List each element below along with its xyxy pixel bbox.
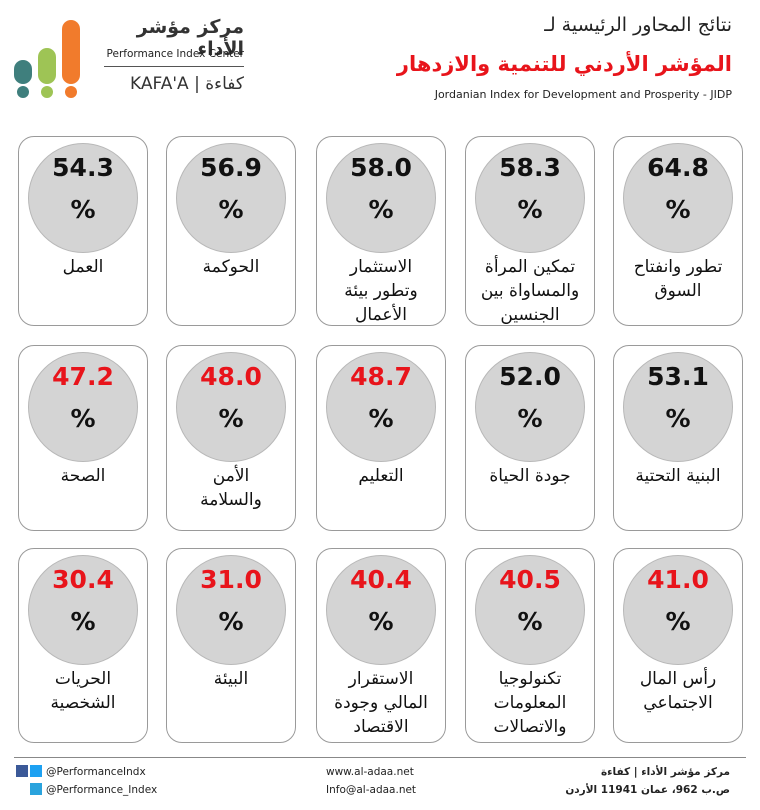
index-card: 53.1% البنية التحتية bbox=[613, 345, 743, 531]
index-card: 31.0% البيئة bbox=[166, 548, 296, 743]
logo-english: Performance Index Center bbox=[106, 48, 244, 60]
score-value: 31.0 bbox=[200, 565, 262, 594]
index-card: 56.9% الحوكمة bbox=[166, 136, 296, 326]
score-value: 56.9 bbox=[200, 153, 262, 182]
score-value: 48.7 bbox=[350, 362, 412, 391]
axis-label: التعليم bbox=[358, 466, 404, 486]
score-circle bbox=[28, 143, 138, 253]
score-unit: % bbox=[368, 607, 394, 636]
index-card: 54.3% العمل bbox=[18, 136, 148, 326]
score-circle bbox=[475, 555, 585, 665]
footer-address: ص.ب 962، عمان 11941 الأردن bbox=[565, 784, 730, 796]
footer-website: www.al-adaa.net bbox=[326, 766, 414, 778]
score-unit: % bbox=[218, 607, 244, 636]
header-line2: المؤشر الأردني للتنمية والازدهار bbox=[396, 52, 732, 76]
score-unit: % bbox=[70, 404, 96, 433]
score-value: 54.3 bbox=[52, 153, 114, 182]
score-unit: % bbox=[218, 404, 244, 433]
index-card: 40.4% الاستقرار المالي وجودة الاقتصاد bbox=[316, 548, 446, 743]
axis-label: البنية التحتية bbox=[635, 466, 721, 486]
logo-mark bbox=[14, 20, 80, 98]
score-unit: % bbox=[665, 195, 691, 224]
score-circle bbox=[326, 352, 436, 462]
score-circle bbox=[176, 555, 286, 665]
footer-twitter: @PerformanceIndx bbox=[46, 766, 146, 778]
index-card: 30.4% الحريات الشخصية bbox=[18, 548, 148, 743]
axis-label: الأمن والسلامة bbox=[200, 466, 262, 510]
axis-label: الاستثمار وتطور بيئة الأعمال bbox=[344, 257, 418, 325]
axis-label: الحوكمة bbox=[202, 257, 260, 277]
index-card: 64.8% تطور وانفتاح السوق bbox=[613, 136, 743, 326]
axis-label: البيئة bbox=[213, 669, 249, 689]
score-value: 48.0 bbox=[200, 362, 262, 391]
score-value: 52.0 bbox=[499, 362, 561, 391]
score-value: 58.0 bbox=[350, 153, 412, 182]
score-circle bbox=[176, 352, 286, 462]
score-circle bbox=[623, 143, 733, 253]
score-circle bbox=[326, 143, 436, 253]
index-card: 58.0% الاستثمار وتطور بيئة الأعمال bbox=[316, 136, 446, 326]
score-circle bbox=[28, 555, 138, 665]
score-circle bbox=[176, 143, 286, 253]
footer-facebook: @Performance_Index bbox=[46, 784, 158, 796]
score-unit: % bbox=[517, 404, 543, 433]
score-value: 53.1 bbox=[647, 362, 709, 391]
axis-label: تطور وانفتاح السوق bbox=[633, 257, 723, 301]
index-card: 58.3% تمكين المرأة والمساواة بين الجنسين bbox=[465, 136, 595, 326]
score-circle bbox=[475, 143, 585, 253]
index-card: 48.0% الأمن والسلامة bbox=[166, 345, 296, 531]
score-unit: % bbox=[368, 404, 394, 433]
score-value: 30.4 bbox=[52, 565, 114, 594]
axis-label: الاستقرار المالي وجودة الاقتصاد bbox=[334, 669, 428, 737]
logo-arabic: مركز مؤشر الأداء bbox=[136, 16, 244, 60]
score-unit: % bbox=[665, 404, 691, 433]
score-value: 40.5 bbox=[499, 565, 561, 594]
footer-email: Info@al-adaa.net bbox=[326, 784, 417, 796]
score-unit: % bbox=[70, 607, 96, 636]
index-card: 52.0% جودة الحياة bbox=[465, 345, 595, 531]
score-unit: % bbox=[517, 195, 543, 224]
index-card: 40.5% تكنولوجيا المعلومات والاتصالات bbox=[465, 548, 595, 743]
axis-label: الحريات الشخصية bbox=[50, 669, 116, 713]
axis-label: رأس المال الاجتماعي bbox=[639, 669, 717, 713]
axis-label: جودة الحياة bbox=[489, 466, 571, 486]
header-line3: Jordanian Index for Development and Pros… bbox=[434, 88, 732, 101]
score-unit: % bbox=[218, 195, 244, 224]
score-unit: % bbox=[70, 195, 96, 224]
axis-label: العمل bbox=[62, 257, 104, 277]
social-icons bbox=[16, 765, 42, 795]
header-line1: نتائج المحاور الرئيسية لـ bbox=[544, 14, 732, 36]
score-unit: % bbox=[517, 607, 543, 636]
score-circle bbox=[623, 352, 733, 462]
score-circle bbox=[475, 352, 585, 462]
axis-label: تمكين المرأة والمساواة بين الجنسين bbox=[480, 257, 580, 325]
score-value: 58.3 bbox=[499, 153, 561, 182]
logo-brand: KAFA'A | كفاءة bbox=[130, 74, 244, 94]
score-circle bbox=[623, 555, 733, 665]
index-card: 48.7% التعليم bbox=[316, 345, 446, 531]
score-value: 47.2 bbox=[52, 362, 114, 391]
score-value: 64.8 bbox=[647, 153, 709, 182]
score-value: 40.4 bbox=[350, 565, 412, 594]
score-circle bbox=[28, 352, 138, 462]
score-unit: % bbox=[665, 607, 691, 636]
index-card: 47.2% الصحة bbox=[18, 345, 148, 531]
footer-rule bbox=[14, 757, 746, 758]
score-unit: % bbox=[368, 195, 394, 224]
footer-org: مركز مؤشر الأداء | كفاءة bbox=[600, 766, 730, 778]
score-circle bbox=[326, 555, 436, 665]
logo-rule bbox=[104, 66, 244, 67]
score-value: 41.0 bbox=[647, 565, 709, 594]
index-card: 41.0% رأس المال الاجتماعي bbox=[613, 548, 743, 743]
axis-label: الصحة bbox=[60, 466, 106, 486]
axis-label: تكنولوجيا المعلومات والاتصالات bbox=[493, 669, 567, 737]
